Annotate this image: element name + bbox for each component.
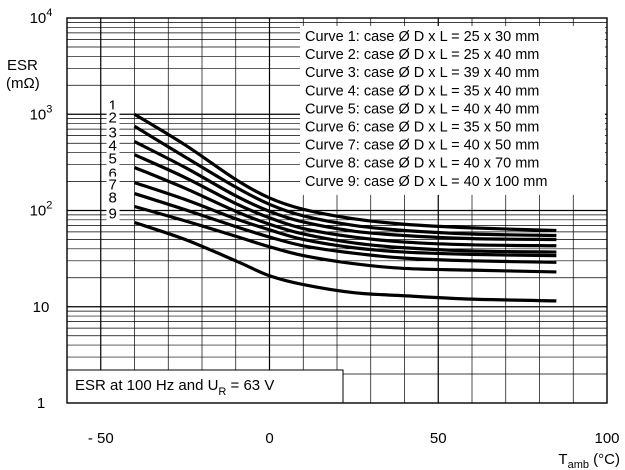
curve-label-1: 1	[109, 97, 117, 114]
x-axis-label: Tamb (°C)	[558, 451, 620, 470]
y-tick-label: 104	[30, 7, 53, 27]
curve-9	[133, 221, 557, 303]
legend-entry: Curve 4: case Ø D x L = 35 x 40 mm	[305, 83, 539, 99]
y-axis-unit: (mΩ)	[6, 75, 40, 92]
legend: Curve 1: case Ø D x L = 25 x 30 mm Curve …	[305, 29, 547, 190]
curve-label-backing	[106, 137, 120, 153]
y-tick-label: 103	[30, 103, 53, 123]
curve-3	[133, 140, 557, 242]
x-tick-label: 100	[594, 430, 619, 447]
curve-label-backing	[106, 176, 120, 192]
legend-entry: Curve 6: case Ø D x L = 35 x 50 mm	[305, 120, 539, 136]
legend-entry: Curve 3: case Ø D x L = 39 x 40 mm	[305, 65, 539, 81]
curve-label-backing	[106, 150, 120, 166]
legend-box	[300, 26, 605, 195]
annotation-box	[66, 369, 344, 404]
y-tick-label: 1	[37, 395, 45, 412]
curve-label-7: 7	[109, 177, 117, 194]
curve-8	[134, 204, 557, 274]
plot-frame	[66, 17, 608, 404]
legend-entry: Curve 9: case Ø D x L = 40 x 100 mm	[305, 174, 547, 190]
legend-entry: Curve 5: case Ø D x L = 40 x 40 mm	[305, 101, 539, 117]
curve-1	[133, 112, 557, 233]
legend-entry: Curve 2: case Ø D x L = 25 x 40 mm	[305, 47, 539, 63]
y-tick-label: 102	[30, 200, 53, 220]
curve-label-8: 8	[109, 190, 117, 207]
curve-7	[134, 192, 557, 264]
curve-label-9: 9	[109, 206, 117, 223]
legend-entry: Curve 7: case Ø D x L = 40 x 50 mm	[305, 138, 539, 154]
curve-label-backing	[106, 97, 120, 113]
curve-5	[133, 165, 557, 254]
curve-label-backing	[106, 205, 120, 221]
legend-entry: Curve 8: case Ø D x L = 40 x 70 mm	[305, 156, 539, 172]
legend-entry: Curve 1: case Ø D x L = 25 x 30 mm	[305, 29, 539, 45]
x-tick-label: 0	[265, 430, 273, 447]
curve-2	[133, 124, 557, 238]
y-tick-label: 10	[33, 299, 50, 316]
curve-label-3: 3	[109, 125, 117, 142]
y-tick-labels: 1 10 102 103 104	[30, 7, 53, 412]
curve-label-4: 4	[109, 138, 117, 155]
x-tick-label: - 50	[88, 430, 114, 447]
curve-label-backing	[106, 109, 120, 125]
curves	[133, 112, 557, 303]
curve-label-2: 2	[109, 109, 117, 126]
curve-label-backing	[106, 189, 120, 205]
curve-6	[133, 181, 557, 258]
curve-label-backing	[106, 124, 120, 140]
curve-4	[133, 153, 557, 248]
curve-label-5: 5	[109, 150, 117, 167]
y-axis-label: ESR	[7, 57, 38, 74]
x-tick-label: 50	[430, 430, 447, 447]
x-tick-labels: - 50 0 50 100	[88, 430, 620, 447]
curve-label-6: 6	[109, 166, 117, 183]
annotation-text: ESR at 100 Hz and UR = 63 V	[75, 377, 274, 398]
